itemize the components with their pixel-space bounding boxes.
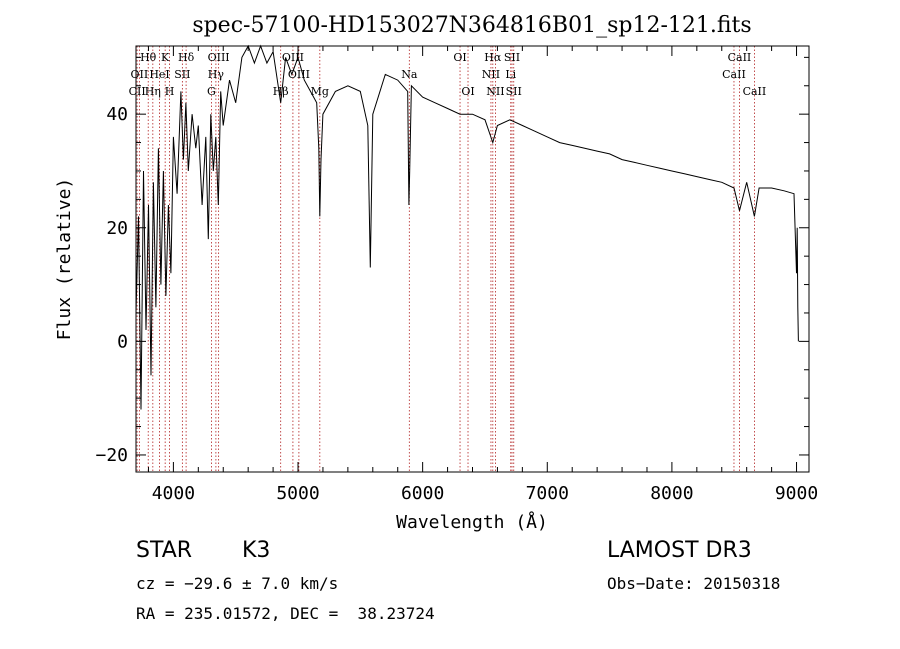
- x-tick-label: 5000: [276, 483, 319, 504]
- chart-title: spec-57100-HD153027N364816B01_sp12-121.f…: [192, 13, 751, 38]
- spectral-line-label: SII: [174, 68, 190, 81]
- redshift-velocity: cz = −29.6 ± 7.0 km/s: [136, 574, 339, 593]
- spectral-line-label: Li: [505, 68, 516, 81]
- x-tick-label: 7000: [526, 483, 569, 504]
- spectral-line-label: NII: [482, 68, 500, 81]
- spectral-line-label: OIII: [288, 68, 310, 81]
- spectral-line-label: CaII: [722, 68, 746, 81]
- spectral-line-label: Na: [401, 68, 418, 81]
- y-tick-label: 0: [117, 331, 128, 352]
- spectral-line-label: G: [207, 85, 216, 98]
- object-subclass: K3: [242, 538, 271, 563]
- x-tick-label: 6000: [401, 483, 444, 504]
- x-axis-label: Wavelength (Å): [396, 511, 548, 533]
- x-axis: 4000 5000 6000 7000 8000 9000: [147, 46, 818, 504]
- x-tick-label: 4000: [152, 483, 195, 504]
- spectrum-plot: spec-57100-HD153027N364816B01_sp12-121.f…: [54, 13, 818, 533]
- coordinates: RA = 235.01572, DEC = 38.23724: [136, 604, 435, 623]
- spectral-line-label: CaII: [728, 51, 752, 64]
- spectral-line-label: Hα: [484, 51, 502, 64]
- spectral-line-label: Hγ: [208, 68, 225, 81]
- flux-series-line: [135, 44, 799, 410]
- object-class: STAR: [136, 538, 193, 563]
- spectral-line-label: OI: [453, 51, 466, 64]
- spectral-line-label: Hθ: [140, 51, 157, 64]
- spectral-line-label: Hη: [145, 85, 161, 98]
- spectral-line-label: CaII: [743, 85, 767, 98]
- y-tick-label: 20: [106, 218, 128, 239]
- spectral-line-label: OIII: [208, 51, 230, 64]
- y-tick-label: −20: [95, 445, 128, 466]
- spectral-line-label: OI: [461, 85, 474, 98]
- spectral-line-label: Hβ: [273, 85, 289, 98]
- spectral-line-label: Hδ: [178, 51, 195, 64]
- plot-frame: [135, 45, 810, 473]
- survey-name: LAMOST DR3: [607, 538, 752, 563]
- spectral-line-label: SII: [504, 51, 520, 64]
- observation-date: Obs−Date: 20150318: [607, 574, 781, 593]
- spectral-line-markers: [136, 46, 755, 472]
- spectral-line-label: HeI: [149, 68, 169, 81]
- y-tick-label: 40: [106, 104, 128, 125]
- x-tick-label: 9000: [775, 483, 818, 504]
- y-axis: −20 0 20 40: [95, 56, 809, 466]
- spectral-line-label: SII: [506, 85, 522, 98]
- x-tick-label: 8000: [650, 483, 693, 504]
- spectral-line-label: NII: [486, 85, 504, 98]
- spectral-line-label: K: [161, 51, 170, 64]
- spectral-line-label: H: [165, 85, 175, 98]
- spectral-line-label: OII: [131, 68, 149, 81]
- y-axis-label: Flux (relative): [54, 178, 75, 341]
- spectral-line-label: Mg: [311, 85, 329, 98]
- spectral-line-label: CII: [129, 85, 146, 98]
